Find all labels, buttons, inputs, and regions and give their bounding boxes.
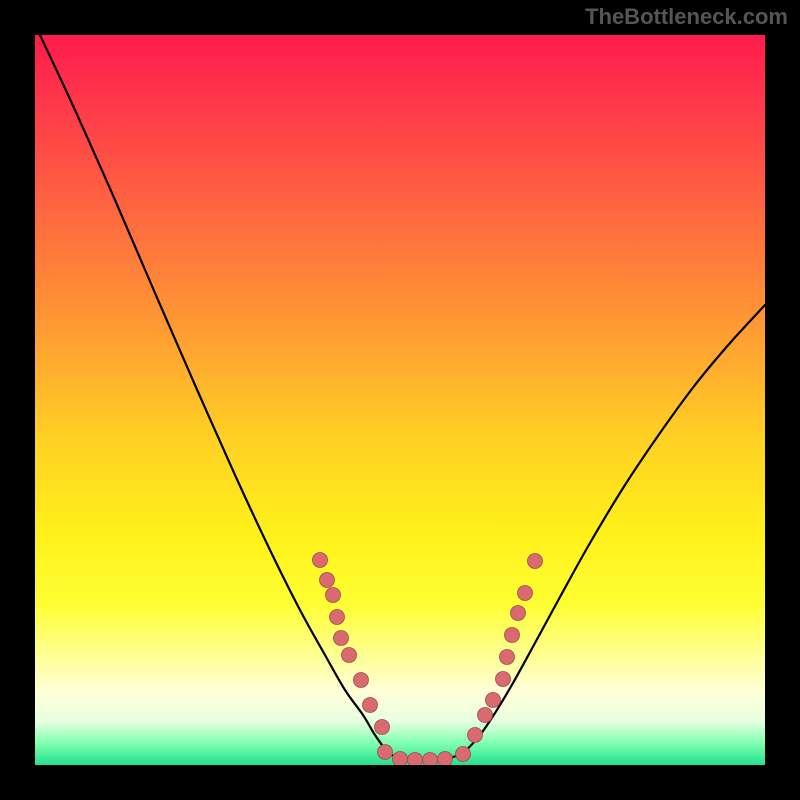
curve-marker <box>468 728 483 743</box>
curve-marker <box>408 753 423 766</box>
curve-marker <box>320 573 335 588</box>
curve-marker <box>393 752 408 766</box>
curve-marker <box>496 672 511 687</box>
chart-overlay <box>35 35 765 765</box>
chart-plot-area <box>35 35 765 765</box>
curve-marker <box>478 708 493 723</box>
curve-marker <box>438 752 453 766</box>
curve-marker <box>486 693 501 708</box>
curve-marker <box>326 588 341 603</box>
curve-marker <box>505 628 520 643</box>
curve-marker <box>378 745 393 760</box>
curve-marker <box>363 698 378 713</box>
curve-markers <box>313 553 543 766</box>
curve-marker <box>423 753 438 766</box>
curve-marker <box>313 553 328 568</box>
curve-marker <box>528 554 543 569</box>
curve-marker <box>518 586 533 601</box>
curve-marker <box>330 610 345 625</box>
curve-marker <box>500 650 515 665</box>
curve-marker <box>342 648 357 663</box>
curve-marker <box>456 747 471 762</box>
curve-marker <box>354 673 369 688</box>
curve-marker <box>375 720 390 735</box>
curve-marker <box>334 631 349 646</box>
watermark-text: TheBottleneck.com <box>585 4 788 30</box>
curve-marker <box>511 606 526 621</box>
bottleneck-curve <box>40 35 765 760</box>
